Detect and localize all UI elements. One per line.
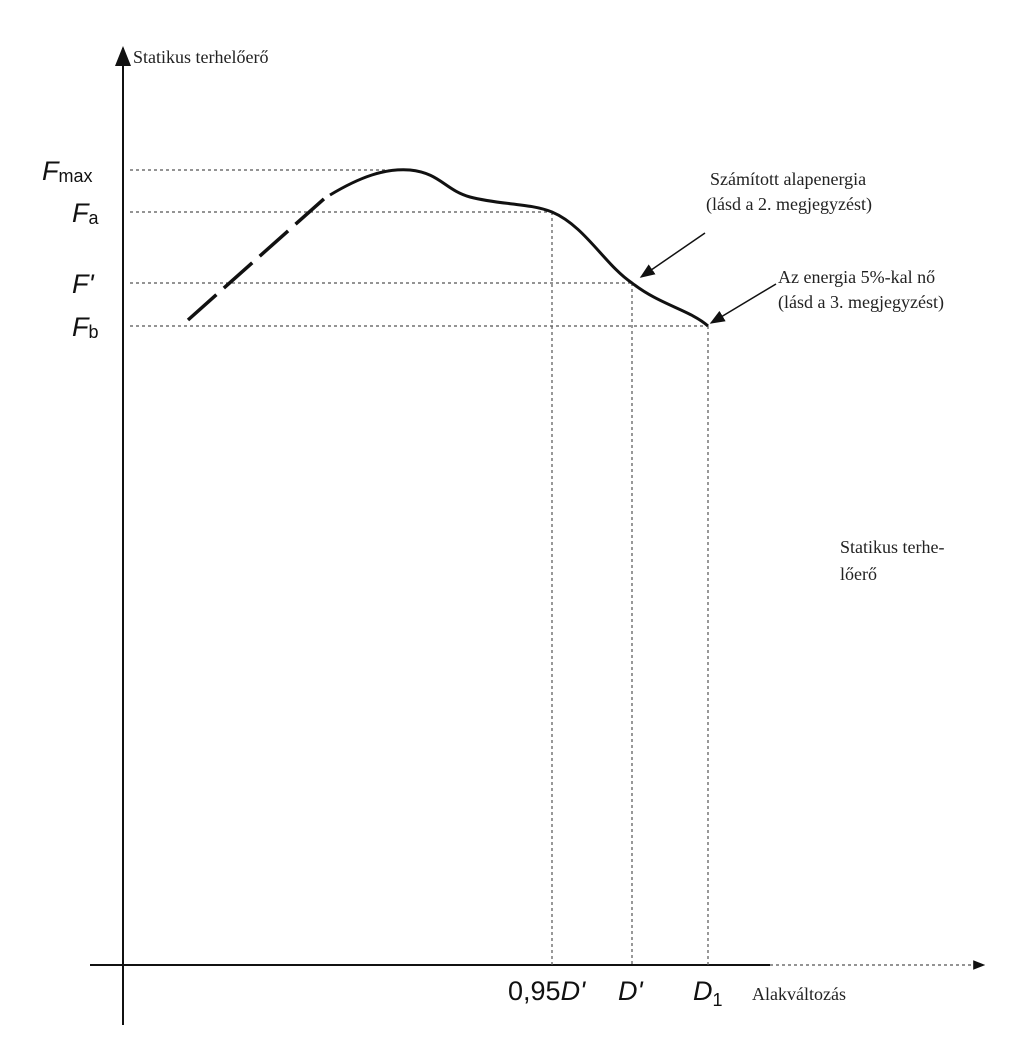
x-mark-label: D' xyxy=(618,976,643,1006)
x-mark-label: D1 xyxy=(693,976,723,1010)
level-label: Fmax xyxy=(42,156,93,186)
annotation: Statikus terhe- xyxy=(840,537,944,557)
y-axis-label: Statikus terhelőerő xyxy=(133,47,268,67)
annotation: Számított alapenergia xyxy=(710,169,866,189)
arrow xyxy=(639,232,706,278)
x-axis-label: Alakváltozás xyxy=(752,984,846,1004)
annotation: Az energia 5%-kal nő xyxy=(778,267,935,287)
curve xyxy=(329,168,709,328)
level-label: Fb xyxy=(72,312,99,342)
level-label: F' xyxy=(72,269,94,299)
annotation: (lásd a 3. megjegyzést) xyxy=(778,292,944,313)
annotation: (lásd a 2. megjegyzést) xyxy=(706,194,872,215)
x-mark-label: 0,95D' xyxy=(508,976,586,1006)
arrow xyxy=(709,283,777,324)
annotation: lőerő xyxy=(840,564,877,584)
level-label: Fa xyxy=(72,198,100,228)
curve-dashed xyxy=(186,196,327,322)
